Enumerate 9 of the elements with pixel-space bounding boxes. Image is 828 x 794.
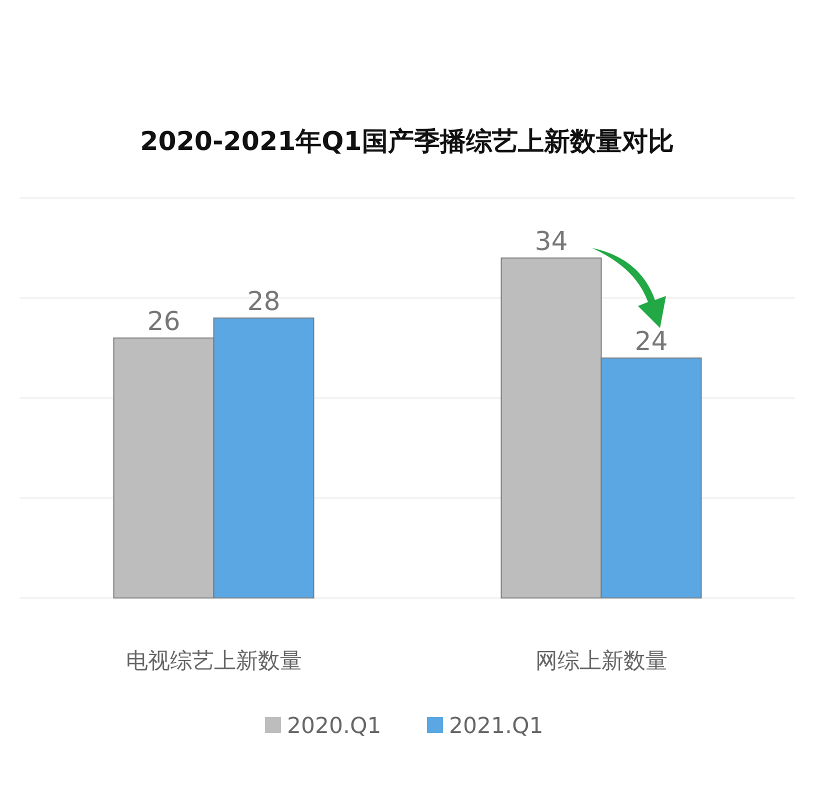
data-label: 28: [247, 287, 280, 317]
data-label: 26: [147, 307, 180, 337]
legend-label: 2021.Q1: [449, 714, 544, 739]
data-label: 24: [634, 327, 668, 357]
x-tick-label: 网综上新数量: [535, 649, 668, 674]
data-label: 34: [534, 227, 568, 257]
x-tick-label: 电视综艺上新数量: [126, 649, 302, 674]
chart-title: 2020-2021年Q1国产季播综艺上新数量对比: [140, 127, 674, 157]
legend-label: 2020.Q1: [287, 714, 382, 739]
